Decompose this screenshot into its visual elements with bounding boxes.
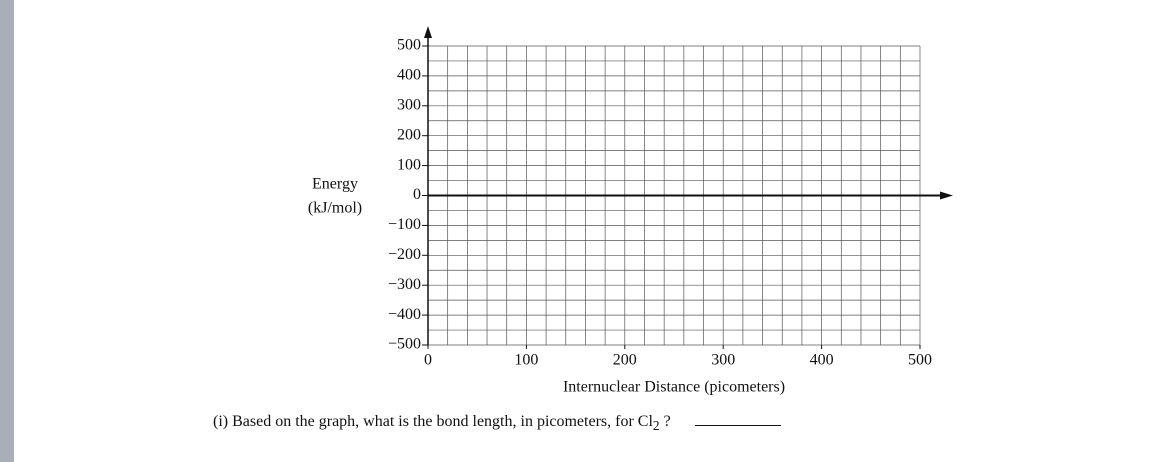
question: (i) Based on the graph, what is the bond… (213, 413, 781, 434)
y-tick-label: −400 (388, 306, 421, 323)
y-tick-label: −200 (388, 246, 421, 263)
y-axis-label: (kJ/mol) (308, 200, 362, 217)
y-tick-label: 0 (413, 186, 421, 203)
y-axis-label: Energy (312, 176, 358, 193)
chart: Energy (kJ/mol) Internuclear Distance (p… (308, 26, 953, 396)
y-tick-label: 300 (397, 96, 421, 113)
y-tick-label: −100 (388, 216, 421, 233)
question-subscript: 2 (652, 418, 660, 434)
question-suffix: ? (663, 413, 671, 430)
x-tick-label: 500 (908, 352, 932, 369)
question-text: (i) Based on the graph, what is the bond… (213, 413, 653, 430)
x-tick-label: 300 (711, 352, 735, 369)
x-axis-label: Internuclear Distance (picometers) (563, 379, 785, 396)
x-tick-label: 100 (514, 352, 538, 369)
y-tick-label: 400 (397, 67, 421, 84)
x-tick-label: 200 (613, 352, 637, 369)
y-axis-arrow (424, 26, 432, 38)
y-tick-label: 100 (397, 156, 421, 173)
answer-blank (694, 413, 781, 426)
side-bar (0, 0, 14, 462)
x-axis-arrow (940, 191, 953, 200)
y-tick-label: 500 (397, 37, 421, 54)
x-tick-label: 400 (810, 352, 834, 369)
y-tick-label: −300 (388, 276, 421, 293)
y-tick-label: 200 (397, 126, 421, 143)
x-tick-label: 0 (424, 352, 432, 369)
y-tick-label: −500 (388, 336, 421, 353)
